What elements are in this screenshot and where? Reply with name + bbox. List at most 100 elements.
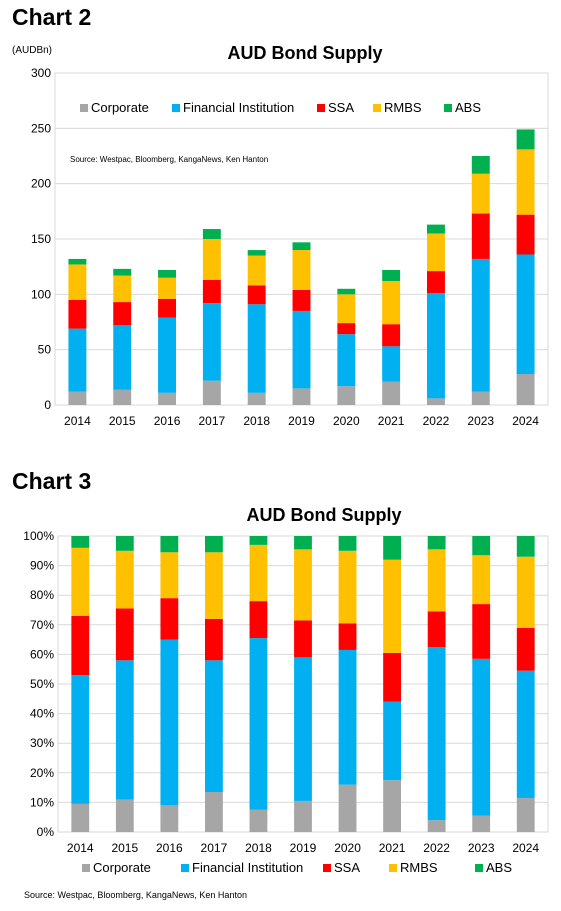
chart-3-source-note: Source: Westpac, Bloomberg, KangaNews, K… [24,890,247,900]
bar-abs-2024 [516,536,535,557]
y-tick-label: 40% [30,707,54,721]
y-tick-label: 0 [44,398,51,412]
legend-swatch-abs [444,104,452,112]
bar-corporate-2014 [68,391,87,405]
bar-financial-institution-2015 [113,325,132,390]
bar-rmbs-2020 [337,294,356,324]
bar-abs-2018 [247,250,266,256]
bar-corporate-2017 [202,380,221,405]
bar-rmbs-2019 [292,250,311,290]
bar-ssa-2023 [471,213,490,259]
y-tick-label: 100 [31,287,51,301]
y-tick-label: 50% [30,677,54,691]
bar-corporate-2019 [294,800,312,832]
bar-ssa-2020 [337,323,356,335]
chart-3-heading: Chart 3 [12,468,92,494]
bar-abs-2020 [337,288,356,295]
x-tick-label: 2020 [333,414,360,428]
bar-financial-institution-2014 [68,328,87,392]
bar-corporate-2018 [247,392,266,405]
bar-abs-2016 [158,269,177,278]
bar-financial-institution-2024 [516,254,535,375]
bar-abs-2023 [471,156,490,174]
y-tick-label: 10% [30,795,54,809]
y-tick-label: 100% [23,529,54,543]
y-tick-label: 250 [31,121,51,135]
bar-financial-institution-2017 [205,660,223,793]
x-tick-label: 2020 [334,841,361,855]
bar-financial-institution-2019 [292,310,311,389]
bar-financial-institution-2022 [427,647,446,821]
bar-rmbs-2021 [382,281,401,325]
bar-corporate-2024 [516,374,535,405]
bar-ssa-2017 [205,618,223,661]
bar-corporate-2019 [292,388,311,405]
bar-ssa-2018 [247,285,266,305]
bar-rmbs-2019 [294,549,312,621]
y-tick-label: 70% [30,618,54,632]
bar-abs-2021 [383,536,401,560]
bar-financial-institution-2017 [202,303,221,381]
bar-rmbs-2018 [247,255,266,286]
x-tick-label: 2021 [378,414,405,428]
x-tick-label: 2016 [156,841,183,855]
bar-corporate-2022 [427,820,446,832]
bar-financial-institution-2014 [71,675,90,804]
bar-financial-institution-2016 [160,639,179,806]
legend-swatch-ssa [323,864,331,872]
x-tick-label: 2017 [201,841,228,855]
legend-swatch-financial-institution [172,104,180,112]
y-tick-label: 50 [38,343,52,357]
bar-ssa-2016 [160,598,179,640]
bar-corporate-2017 [205,792,223,832]
legend-swatch-ssa [317,104,325,112]
bar-ssa-2015 [115,608,134,661]
bar-corporate-2020 [338,784,357,832]
bar-ssa-2019 [292,289,311,311]
bar-ssa-2024 [516,214,535,255]
chart-title: AUD Bond Supply [247,505,402,525]
legend-label-ssa: SSA [334,860,360,875]
chart-source-note: Source: Westpac, Bloomberg, KangaNews, K… [70,155,268,164]
bar-rmbs-2021 [383,559,401,653]
bar-rmbs-2023 [472,555,491,605]
bar-corporate-2014 [71,803,90,832]
x-tick-label: 2015 [109,414,136,428]
bar-financial-institution-2018 [249,638,268,810]
x-tick-label: 2019 [288,414,315,428]
legend-label-corporate: Corporate [93,860,151,875]
x-tick-label: 2024 [512,841,539,855]
bar-abs-2022 [426,224,445,234]
bar-rmbs-2017 [202,239,221,280]
bar-rmbs-2015 [115,550,134,609]
bar-rmbs-2017 [205,552,223,619]
bar-financial-institution-2015 [115,660,134,800]
x-tick-label: 2014 [64,414,91,428]
chart-3-stacked-bar-percent: 0% 10% 20% 30% 40% 50% 60% 70% 80% 90% 100% 2014 201… [23,505,549,875]
bar-financial-institution-2021 [382,346,401,382]
bar-financial-institution-2019 [294,657,312,801]
y-tick-label: 90% [30,559,54,573]
legend-label-corporate: Corporate [91,100,149,115]
bar-financial-institution-2020 [338,649,357,785]
legend-swatch-financial-institution [181,864,189,872]
bar-financial-institution-2023 [472,658,491,816]
bar-ssa-2016 [158,298,177,318]
bar-abs-2017 [202,229,221,239]
bar-abs-2020 [338,536,357,551]
y-tick-label: 60% [30,647,54,661]
y-tick-label: 0% [37,825,55,839]
bar-corporate-2023 [471,391,490,405]
x-tick-label: 2016 [154,414,181,428]
bar-abs-2023 [472,536,491,556]
bar-corporate-2018 [249,809,268,832]
bar-abs-2014 [71,536,90,548]
bar-abs-2014 [68,258,87,265]
x-tick-label: 2023 [468,841,495,855]
legend-label-abs: ABS [486,860,512,875]
legend-swatch-rmbs [389,864,397,872]
bar-ssa-2023 [472,604,491,659]
y-unit-label: (AUDBn) [12,45,52,56]
bar-ssa-2022 [426,271,445,294]
legend-label-ssa: SSA [328,100,354,115]
